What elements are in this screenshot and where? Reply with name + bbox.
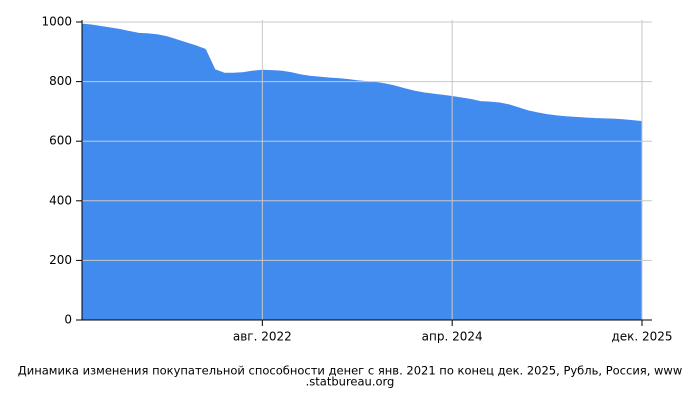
x-tick-label: дек. 2025 — [611, 330, 672, 344]
y-tick-label: 0 — [64, 313, 72, 327]
chart-title: .statbureau.org — [306, 375, 395, 389]
y-tick-label: 800 — [49, 74, 72, 88]
x-tick-label: апр. 2024 — [422, 330, 483, 344]
y-tick-label: 600 — [49, 134, 72, 148]
x-tick-label: авг. 2022 — [233, 330, 292, 344]
chart-title: Динамика изменения покупательной способн… — [18, 364, 683, 378]
y-tick-label: 400 — [49, 193, 72, 207]
y-tick-label: 1000 — [41, 15, 72, 29]
y-tick-label: 200 — [49, 253, 72, 267]
area — [81, 23, 643, 321]
